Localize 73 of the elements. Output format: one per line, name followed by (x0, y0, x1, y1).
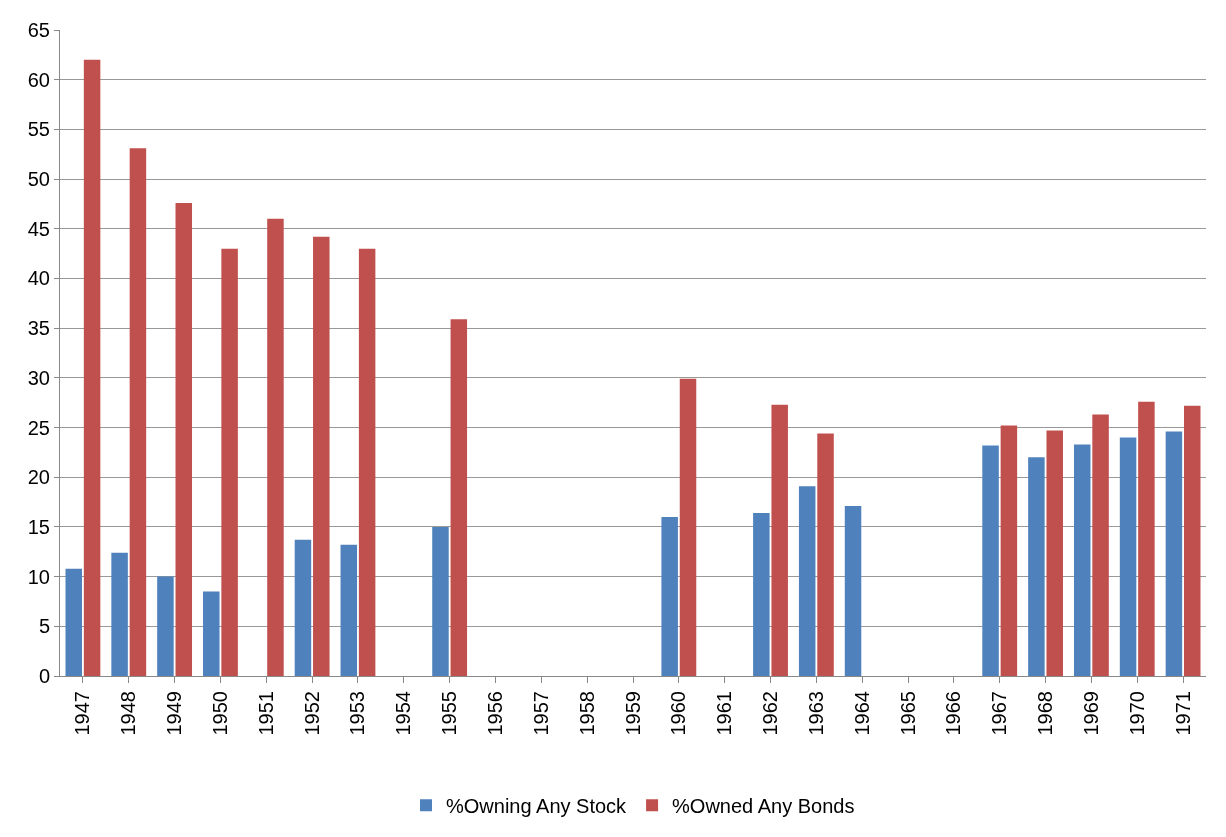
bar (817, 433, 834, 676)
bar (65, 568, 82, 676)
bar (1119, 437, 1137, 676)
x-tick-label: 1952 (300, 691, 323, 736)
y-tick-label: 35 (27, 317, 50, 340)
y-tick-label: 40 (27, 267, 50, 290)
y-tick-label: 20 (27, 466, 50, 489)
bar (1028, 457, 1045, 676)
bar (221, 248, 238, 676)
x-tick-label: 1960 (667, 691, 690, 736)
x-tick-label: 1963 (804, 691, 827, 736)
x-tick-label: 1951 (254, 691, 277, 736)
bar (661, 516, 678, 676)
x-tick-label: 1955 (438, 691, 461, 736)
bar (432, 526, 449, 676)
x-tick-label: 1969 (1079, 691, 1102, 736)
x-tick-label: 1956 (483, 691, 506, 736)
bar (1138, 401, 1155, 676)
y-tick-label: 10 (27, 565, 50, 588)
bar (982, 445, 999, 676)
bar (1046, 430, 1063, 676)
bar (450, 319, 468, 676)
x-tick-label: 1947 (71, 691, 94, 736)
bar (358, 248, 376, 676)
x-tick-label: 1966 (942, 691, 965, 736)
x-tick-label: 1965 (896, 691, 919, 736)
y-tick-label: 30 (27, 366, 50, 389)
x-tick-label: 1958 (575, 691, 598, 736)
bar (313, 236, 330, 676)
bar (771, 404, 788, 676)
bar (203, 591, 220, 676)
bar (844, 506, 862, 676)
bar (157, 576, 174, 676)
bar (1073, 444, 1091, 676)
x-tick-label: 1949 (163, 691, 186, 736)
bar (679, 378, 697, 676)
x-tick-label: 1948 (117, 691, 140, 736)
y-tick-label: 5 (38, 615, 50, 638)
y-tick-label: 55 (27, 118, 50, 141)
bar (340, 544, 358, 676)
x-tick-label: 1953 (346, 691, 369, 736)
y-tick-label: 65 (27, 19, 50, 41)
x-tick-label: 1964 (850, 691, 873, 736)
x-tick-label: 1967 (988, 691, 1011, 736)
y-tick-label: 15 (27, 515, 50, 538)
x-tick-label: 1970 (1125, 691, 1148, 736)
bar (1000, 425, 1018, 676)
x-tick-label: 1968 (1034, 691, 1057, 736)
x-tick-label: 1950 (208, 691, 231, 736)
bar (83, 59, 101, 676)
bar (753, 513, 770, 676)
x-tick-label: 1954 (392, 691, 415, 736)
bar (1184, 405, 1201, 676)
y-tick-label: 60 (27, 68, 50, 91)
bar (1165, 431, 1183, 676)
bar (111, 552, 128, 676)
x-tick-label: 1971 (1171, 691, 1194, 736)
bar (1092, 414, 1109, 676)
bar (267, 218, 284, 676)
y-tick-label: 45 (27, 217, 50, 240)
x-tick-label: 1959 (621, 691, 644, 736)
x-tick-label: 1961 (713, 691, 736, 736)
y-tick-label: 25 (27, 416, 50, 439)
bar (129, 148, 147, 676)
bar (798, 486, 816, 676)
y-tick-label: 50 (27, 168, 50, 191)
legend-label: %Owned Any Bonds (672, 795, 855, 818)
x-tick-label: 1957 (529, 691, 552, 736)
legend-label: %Owning Any Stock (446, 795, 628, 818)
bar (175, 202, 193, 676)
x-tick-label: 1962 (759, 691, 782, 736)
bar (294, 539, 312, 676)
y-tick-label: 0 (38, 665, 50, 687)
